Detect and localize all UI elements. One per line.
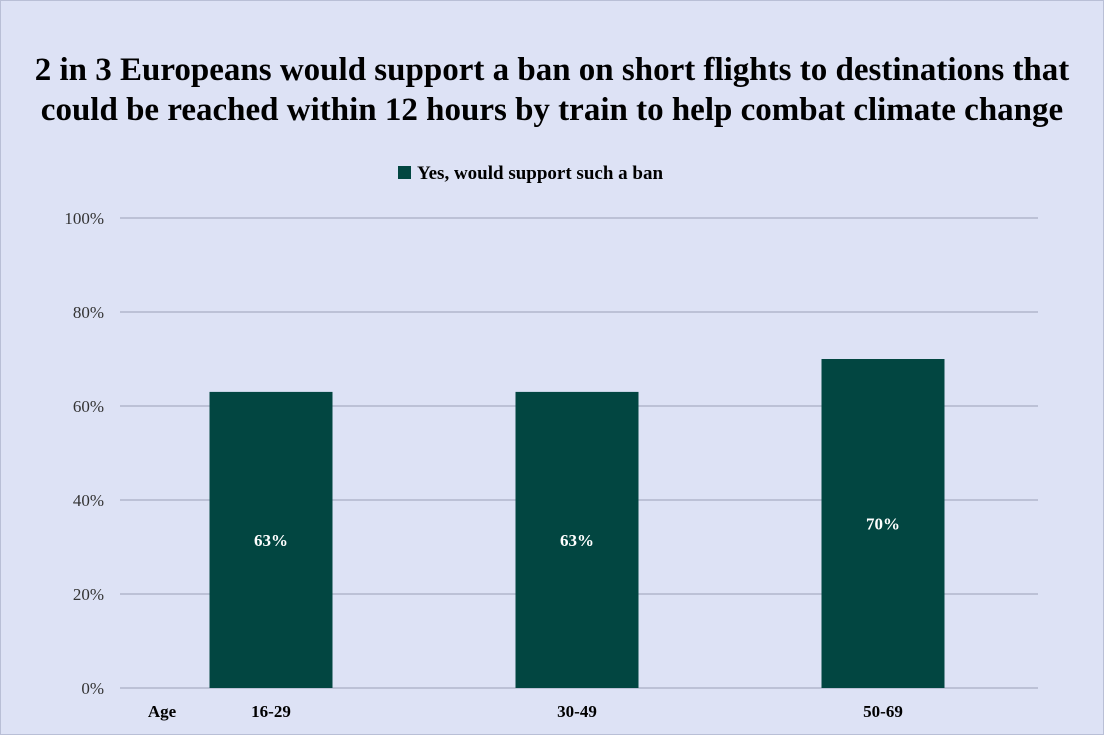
y-tick-label: 60% (73, 397, 104, 416)
legend: Yes, would support such a ban (398, 163, 663, 184)
x-tick-label: 30-49 (557, 702, 597, 721)
y-tick-label: 0% (81, 679, 104, 698)
bar-50-69 (821, 359, 945, 688)
x-tick-label: 50-69 (863, 702, 903, 721)
legend-label: Yes, would support such a ban (417, 163, 663, 184)
y-axis: 0% 20% 40% 60% 80% 100% (64, 209, 104, 698)
y-tick-label: 100% (64, 209, 104, 228)
x-axis: Age 16-29 30-49 50-69 (148, 702, 903, 721)
bars: 63% 63% 70% (209, 359, 945, 688)
y-tick-label: 20% (73, 585, 104, 604)
chart-title: 2 in 3 Europeans would support a ban on … (34, 52, 1070, 128)
data-label: 63% (254, 531, 288, 550)
y-tick-label: 80% (73, 303, 104, 322)
x-axis-label: Age (148, 702, 177, 721)
data-label: 63% (560, 531, 594, 550)
x-tick-label: 16-29 (251, 702, 291, 721)
data-label: 70% (866, 515, 900, 534)
legend-swatch (398, 166, 411, 179)
bar-30-49 (515, 391, 639, 688)
bar-16-29 (209, 391, 333, 688)
y-tick-label: 40% (73, 491, 104, 510)
